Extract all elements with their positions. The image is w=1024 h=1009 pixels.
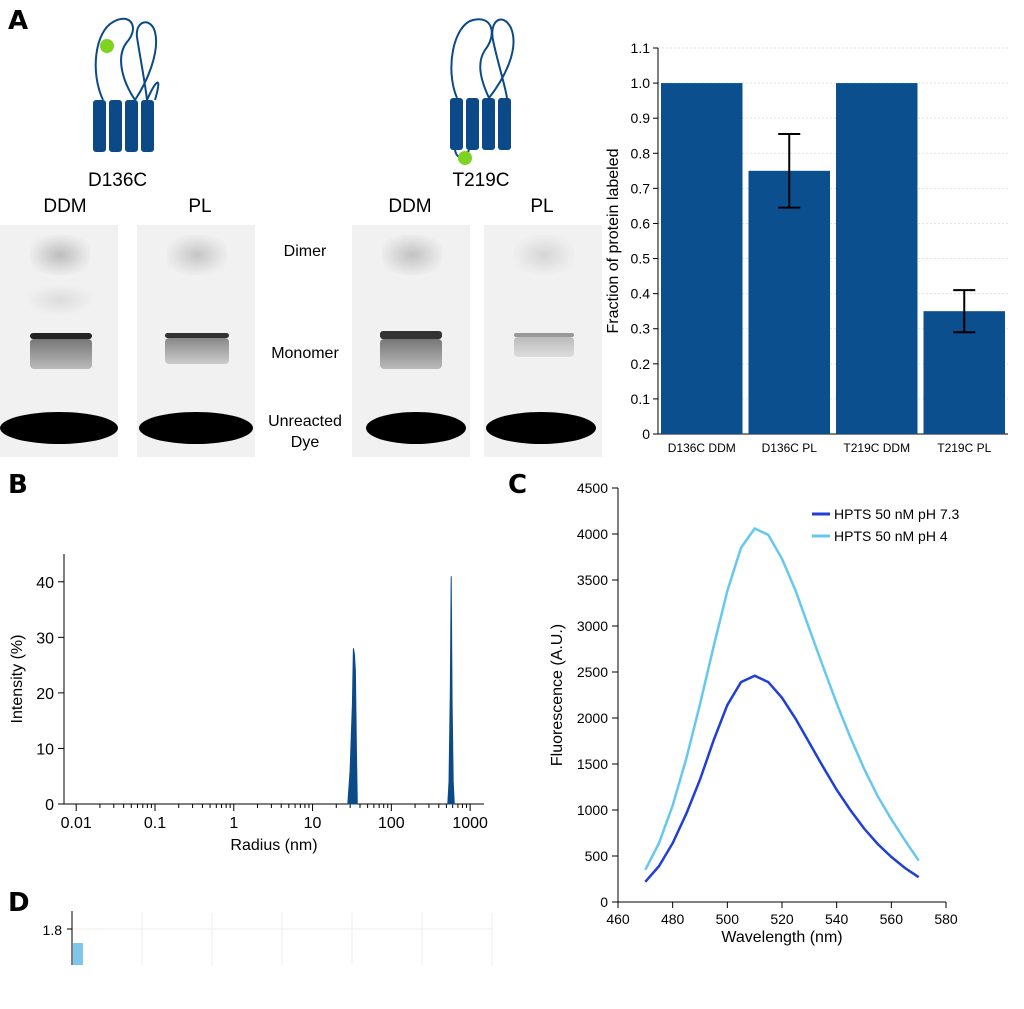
x-tick-label: T219C DDM: [843, 441, 910, 455]
y-tick-label: 1.0: [631, 75, 651, 91]
x-tick-label: 0.01: [61, 815, 92, 832]
x-tick-label: 480: [661, 911, 685, 927]
t219c-topology-cartoon: [450, 18, 515, 165]
y-tick-label: 0.9: [631, 110, 651, 126]
x-tick-label: 100: [378, 815, 405, 832]
y-tick-label: 20: [36, 686, 54, 703]
x-tick-label: 540: [825, 911, 849, 927]
lane-label-t219c-ddm: DDM: [388, 196, 432, 217]
band-label-dye-line1: Unreacted: [268, 413, 342, 430]
y-tick-label: 0.1: [631, 391, 651, 407]
gel-lane-d136c-ddm: [0, 225, 118, 457]
d136c-topology-cartoon: [93, 17, 160, 152]
d136c-label-dot: [100, 39, 114, 53]
intensity-peak-2: [447, 576, 455, 805]
y-tick-label: 2000: [577, 710, 608, 726]
y-tick-label: 4000: [577, 526, 608, 542]
panel-d-chart: 1.8: [43, 911, 493, 965]
y-tick-label: 0.8: [631, 145, 651, 161]
panel-letter-d: D: [8, 888, 30, 918]
lane-label-d136c-ddm: DDM: [43, 196, 87, 217]
helix-4: [141, 100, 154, 152]
x-tick-label: D136C DDM: [668, 441, 736, 455]
x-axis-label: Radius (nm): [230, 837, 317, 854]
lane-label-d136c-pl: PL: [188, 196, 212, 217]
gel-lane-d136c-pl: [137, 225, 255, 457]
legend-label-1: HPTS 50 nM pH 7.3: [834, 506, 959, 522]
helix-3: [125, 100, 138, 152]
y-tick-label: 0: [45, 797, 54, 814]
construct-label-t219c: T219C: [452, 170, 510, 191]
helix-1: [450, 98, 463, 150]
x-tick-label: 520: [770, 911, 794, 927]
bar-d136c-ddm: [661, 83, 743, 434]
y-tick-label: 500: [585, 848, 609, 864]
y-tick-label: 4500: [577, 480, 608, 496]
panel-c-fluorescence-chart: 0 500 1000 1500 2000 2500 3000 3500 4000 4500 460 4…: [549, 480, 959, 946]
y-tick-label: 0.3: [631, 321, 651, 337]
intensity-peak-1: [347, 648, 358, 805]
bar: [73, 943, 83, 965]
helix-1: [93, 100, 106, 152]
y-tick-label: 0: [642, 426, 650, 442]
y-tick-label: 40: [36, 575, 54, 592]
t219c-label-dot: [458, 151, 472, 165]
y-tick-label: 2500: [577, 664, 608, 680]
x-axis-label: Wavelength (nm): [721, 929, 842, 946]
x-tick-label: 10: [304, 815, 322, 832]
y-axis-label: Intensity (%): [9, 635, 26, 724]
y-tick-label: 0.6: [631, 215, 651, 231]
lane-label-t219c-pl: PL: [530, 196, 554, 217]
bar-t219c-ddm: [836, 83, 918, 434]
y-tick-label: 0: [600, 894, 608, 910]
y-tick-label: 1.8: [43, 922, 63, 938]
y-tick-label: 1500: [577, 756, 608, 772]
panel-b-intensity-chart: 0 10 20 30 40 0.01 0.1 1 10 100 1000 Radius (nm) Int…: [9, 554, 488, 854]
band-label-dimer: Dimer: [283, 243, 327, 260]
x-tick-label: D136C PL: [762, 441, 818, 455]
y-tick-label: 30: [36, 630, 54, 647]
legend-label-2: HPTS 50 nM pH 4: [834, 528, 948, 544]
x-tick-label: 460: [606, 911, 630, 927]
band-label-dye-line2: Dye: [290, 434, 320, 451]
x-tick-label: 560: [880, 911, 904, 927]
y-tick-label: 0.7: [631, 180, 651, 196]
panel-a-bar-chart: 0 0.1 0.2 0.3 0.4 0.5 0.6 0.7 0.8 0.9 1.0 1.1 D136C …: [605, 40, 1008, 455]
x-tick-label: 500: [716, 911, 740, 927]
y-tick-label: 0.2: [631, 356, 651, 372]
x-tick-label: 1: [229, 815, 238, 832]
y-tick-label: 3000: [577, 618, 608, 634]
bar-d136c-pl: [748, 170, 830, 434]
construct-label-d136c: D136C: [88, 170, 148, 191]
y-tick-label: 0.4: [631, 286, 651, 302]
band-label-monomer: Monomer: [271, 345, 339, 362]
series-line-1: [644, 674, 920, 883]
helix-4: [498, 98, 511, 150]
panel-letter-a: A: [8, 6, 29, 36]
y-tick-label: 1000: [577, 802, 608, 818]
y-tick-label: 1.1: [631, 40, 651, 56]
panel-letter-b: B: [8, 470, 28, 500]
x-tick-label: 0.1: [144, 815, 166, 832]
helix-2: [466, 98, 479, 150]
helix-3: [482, 98, 495, 150]
y-tick-label: 10: [36, 741, 54, 758]
gel-lane-t219c-pl: [484, 225, 602, 457]
y-tick-label: 3500: [577, 572, 608, 588]
panel-letter-c: C: [508, 470, 528, 500]
x-tick-label: 580: [934, 911, 958, 927]
series-line-2: [644, 526, 920, 871]
x-tick-label: T219C PL: [937, 441, 991, 455]
helix-2: [109, 100, 122, 152]
y-axis-label: Fluorescence (A.U.): [549, 624, 566, 766]
y-tick-label: 0.5: [631, 251, 651, 267]
gel-lane-t219c-ddm: [352, 225, 470, 457]
x-tick-label: 1000: [452, 815, 488, 832]
y-axis-label: Fraction of protein labeled: [605, 149, 622, 334]
